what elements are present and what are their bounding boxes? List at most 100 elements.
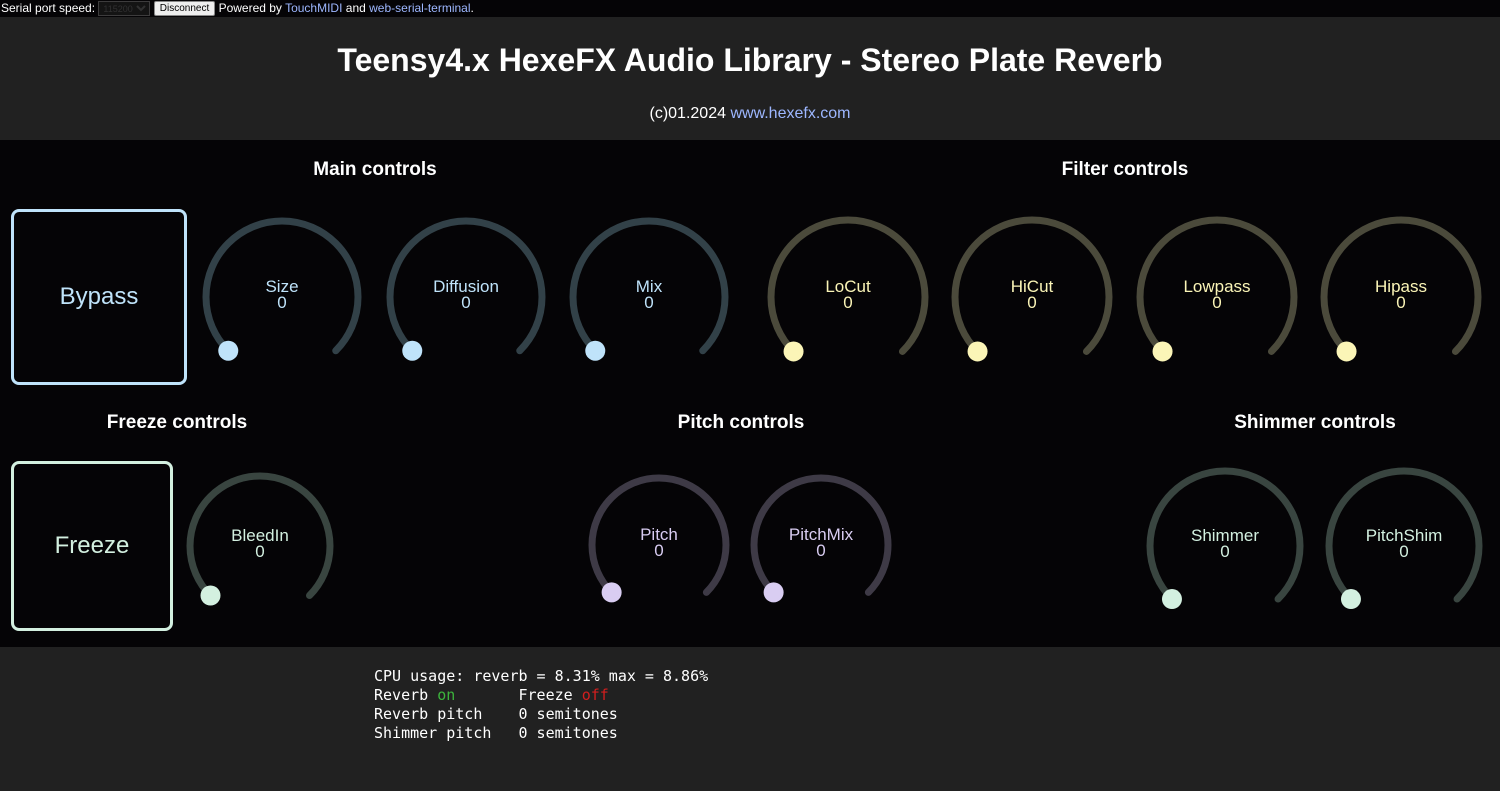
shimmer-pitch-line: Shimmer pitch 0 semitones [374,724,618,742]
hipass-knob[interactable]: Hipass 0 [1312,208,1490,386]
pitchshim-knob-track [1325,467,1483,603]
pitch-knob[interactable]: Pitch 0 [580,466,738,624]
pitch-knob-track [588,474,730,596]
size-knob-value: 0 [277,293,287,312]
size-knob-label: Size [265,277,299,296]
bleedin-knob-value: 0 [255,542,265,561]
touchmidi-link[interactable]: TouchMIDI [285,1,343,15]
pitchmix-knob[interactable]: PitchMix 0 [742,466,900,624]
diffusion-knob-label: Diffusion [433,277,499,296]
mix-knob-value: 0 [644,293,654,312]
hipass-knob-graphic [1320,216,1482,362]
size-knob-graphic [202,217,362,361]
mix-knob[interactable]: Mix 0 [561,209,737,385]
diffusion-knob-handle[interactable] [402,340,423,361]
bleedin-knob[interactable]: BleedIn 0 [178,464,342,628]
diffusion-knob-graphic [386,217,546,361]
diffusion-knob[interactable]: Diffusion 0 [378,209,554,385]
main-controls-title: Main controls [313,159,437,180]
pitch-controls-title: Pitch controls [677,412,805,433]
serial-speed-label: Serial port speed: [1,1,96,15]
locut-knob-value: 0 [843,293,853,312]
pitchshim-knob-label: PitchShim [1365,526,1443,545]
locut-knob[interactable]: LoCut 0 [759,208,937,386]
pitchmix-knob-handle[interactable] [763,582,784,603]
pitch-knob-graphic [588,474,730,603]
locut-knob-handle[interactable] [783,341,804,362]
shimmer-controls-title: Shimmer controls [1234,412,1396,433]
pitchshim-knob-graphic [1325,467,1483,610]
serial-bar: Serial port speed: 115200 Disconnect Pow… [0,0,1500,17]
hicut-knob-value: 0 [1027,293,1037,312]
locut-knob-label: LoCut [825,277,871,296]
hipass-knob-handle[interactable] [1336,341,1357,362]
pitchmix-knob-label: PitchMix [788,525,854,544]
locut-knob-graphic [767,216,929,362]
copyright-line: (c)01.2024 www.hexefx.com [0,105,1500,123]
hicut-knob-handle[interactable] [967,341,988,362]
shimmer-knob-track [1146,467,1304,603]
pitchmix-knob-track [750,474,892,596]
shimmer-knob[interactable]: Shimmer 0 [1138,459,1312,633]
pitch-knob-handle[interactable] [601,582,622,603]
powered-by-text: Powered by [218,1,282,15]
hicut-knob-track [951,216,1113,355]
hipass-knob-label: Hipass [1375,277,1427,296]
diffusion-knob-track [386,217,546,355]
lowpass-knob-label: Lowpass [1183,277,1251,296]
status-panel: CPU usage: reverb = 8.31% max = 8.86% Re… [0,647,1500,791]
period-text: . [470,1,474,15]
shimmer-knob-value: 0 [1220,542,1230,561]
freeze-label: Freeze [54,532,130,559]
lowpass-knob[interactable]: Lowpass 0 [1128,208,1306,386]
pitchshim-knob-handle[interactable] [1340,589,1361,610]
mix-knob-track [569,217,729,355]
freeze-button[interactable]: Freeze [11,461,173,631]
and-text: and [345,1,366,15]
pitch-knob-value: 0 [654,541,664,560]
lowpass-knob-handle[interactable] [1152,341,1173,362]
hipass-knob-track [1320,216,1482,355]
reverb-pitch-line: Reverb pitch 0 semitones [374,705,618,723]
web-serial-terminal-link[interactable]: web-serial-terminal [369,1,471,15]
bypass-button[interactable]: Bypass [11,209,187,385]
bleedin-knob-handle[interactable] [200,585,221,606]
shimmer-knob-handle[interactable] [1161,589,1182,610]
serial-speed-select[interactable]: 115200 [98,1,151,16]
lowpass-knob-track [1136,216,1298,355]
pitch-knob-label: Pitch [640,525,678,544]
shimmer-knob-graphic [1146,467,1304,610]
pitchmix-knob-value: 0 [816,541,826,560]
locut-knob-track [767,216,929,355]
bleedin-knob-label: BleedIn [231,526,289,545]
hexefx-link[interactable]: www.hexefx.com [730,105,851,122]
reverb-state: on [437,686,456,704]
hicut-knob[interactable]: HiCut 0 [943,208,1121,386]
shimmer-knob-label: Shimmer [1190,526,1259,545]
filter-controls-title: Filter controls [1061,159,1189,180]
size-knob[interactable]: Size 0 [194,209,370,385]
copyright-text: (c)01.2024 [649,105,727,122]
freeze-controls-title: Freeze controls [106,412,248,433]
cpu-usage-line: CPU usage: reverb = 8.31% max = 8.86% [374,667,709,685]
mix-knob-handle[interactable] [585,340,606,361]
disconnect-button[interactable]: Disconnect [153,1,216,16]
pitchshim-knob[interactable]: PitchShim 0 [1317,459,1491,633]
page-header: Teensy4.x HexeFX Audio Library - Stereo … [0,17,1500,140]
reverb-label: Reverb [374,686,438,704]
mix-knob-label: Mix [635,277,663,296]
bleedin-knob-track [186,472,334,599]
lowpass-knob-value: 0 [1212,293,1222,312]
page-title: Teensy4.x HexeFX Audio Library - Stereo … [337,42,1163,78]
size-knob-handle[interactable] [218,340,239,361]
hipass-knob-value: 0 [1396,293,1406,312]
bleedin-knob-graphic [186,472,334,606]
pitchshim-knob-value: 0 [1399,542,1409,561]
hicut-knob-label: HiCut [1010,277,1054,296]
pitchmix-knob-graphic [750,474,892,603]
freeze-status-label: Freeze [518,686,582,704]
mix-knob-graphic [569,217,729,361]
diffusion-knob-value: 0 [461,293,471,312]
lowpass-knob-graphic [1136,216,1298,362]
freeze-state: off [581,686,609,704]
